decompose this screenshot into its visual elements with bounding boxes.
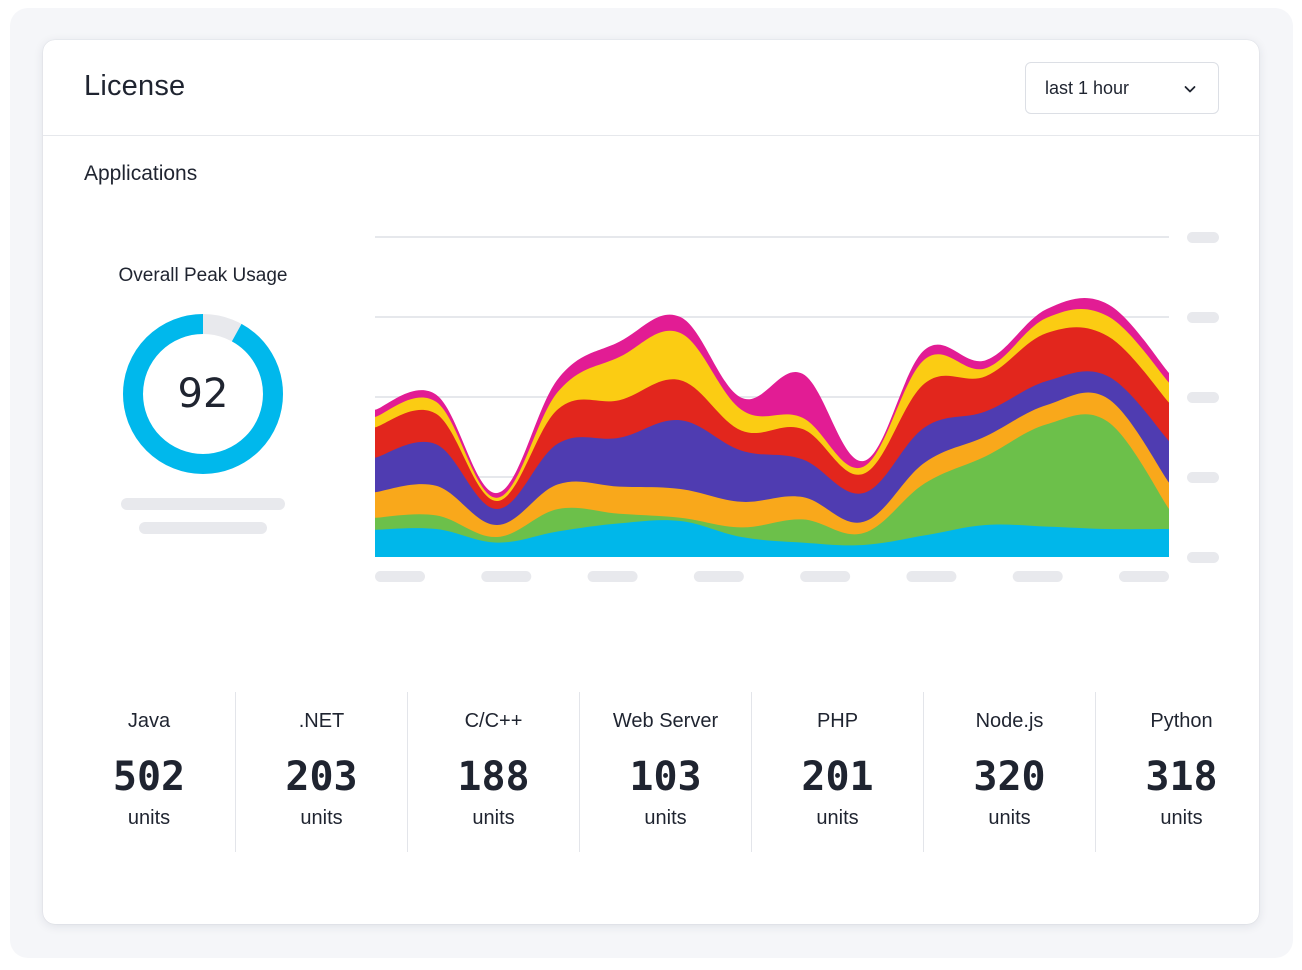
chevron-down-icon bbox=[1184, 86, 1196, 93]
area-series-green bbox=[375, 414, 1169, 557]
x-tick-placeholder bbox=[481, 571, 532, 582]
time-range-selected: last 1 hour bbox=[1045, 78, 1130, 98]
placeholder-line bbox=[121, 498, 285, 510]
overall-peak-title: Overall Peak Usage bbox=[118, 265, 288, 286]
peak-usage-value: 92 bbox=[177, 371, 229, 417]
stat-nodejs: Node.js 320 units bbox=[923, 692, 1095, 852]
y-tick-placeholder bbox=[1187, 552, 1219, 563]
card-title: License bbox=[84, 70, 186, 102]
stat-web-server: Web Server 103 units bbox=[579, 692, 751, 852]
time-range-select[interactable]: last 1 hour bbox=[1025, 62, 1219, 114]
x-tick-placeholder bbox=[1119, 571, 1169, 582]
stat-name: Web Server bbox=[612, 710, 719, 732]
license-card: License last 1 hour Applications Overall… bbox=[43, 40, 1259, 924]
applications-stacked-area-chart bbox=[375, 232, 1219, 582]
x-tick-placeholder bbox=[800, 571, 851, 582]
x-tick-placeholder bbox=[1012, 571, 1063, 582]
card-header: License last 1 hour bbox=[43, 40, 1259, 136]
y-tick-placeholder bbox=[1187, 312, 1219, 323]
stat-name: Node.js bbox=[975, 710, 1044, 732]
peak-usage-donut bbox=[123, 314, 283, 474]
stat-unit: units bbox=[816, 807, 859, 829]
stat-name: Java bbox=[127, 710, 171, 732]
stat-unit: units bbox=[1160, 807, 1203, 829]
stat-value: 203 bbox=[285, 754, 358, 800]
stat-name: C/C++ bbox=[464, 710, 523, 732]
stat-unit: units bbox=[127, 807, 171, 829]
y-tick-placeholder bbox=[1187, 232, 1219, 243]
x-tick-placeholder bbox=[693, 571, 744, 582]
stat-c-cpp: C/C++ 188 units bbox=[407, 692, 579, 852]
stat-value: 318 bbox=[1145, 754, 1218, 800]
stat-name: PHP bbox=[816, 710, 859, 732]
x-tick-placeholder bbox=[375, 571, 425, 582]
stat-value: 103 bbox=[629, 754, 702, 800]
x-tick-placeholder bbox=[906, 571, 957, 582]
stat-value: 320 bbox=[973, 754, 1046, 800]
stat-java: Java 502 units bbox=[63, 692, 235, 852]
stat-python: Python 318 units bbox=[1095, 692, 1267, 852]
stat-value: 502 bbox=[112, 754, 186, 800]
stat-dotnet: .NET 203 units bbox=[235, 692, 407, 852]
x-tick-placeholder bbox=[587, 571, 638, 582]
stat-unit: units bbox=[644, 807, 687, 829]
area-series-blue bbox=[375, 520, 1169, 557]
stat-value: 188 bbox=[457, 754, 530, 800]
stat-name: .NET bbox=[298, 710, 345, 732]
stat-name: Python bbox=[1150, 710, 1213, 732]
placeholder-line bbox=[139, 522, 267, 534]
application-stats: Java 502 units .NET 203 units C/C++ 188 … bbox=[63, 692, 1267, 852]
y-tick-placeholder bbox=[1187, 472, 1219, 483]
stat-unit: units bbox=[988, 807, 1031, 829]
donut-arc bbox=[123, 314, 283, 474]
stat-unit: units bbox=[300, 807, 343, 829]
y-tick-placeholder bbox=[1187, 392, 1219, 403]
stat-unit: units bbox=[472, 807, 515, 829]
section-title: Applications bbox=[84, 162, 198, 185]
stat-php: PHP 201 units bbox=[751, 692, 923, 852]
stat-value: 201 bbox=[801, 754, 874, 800]
